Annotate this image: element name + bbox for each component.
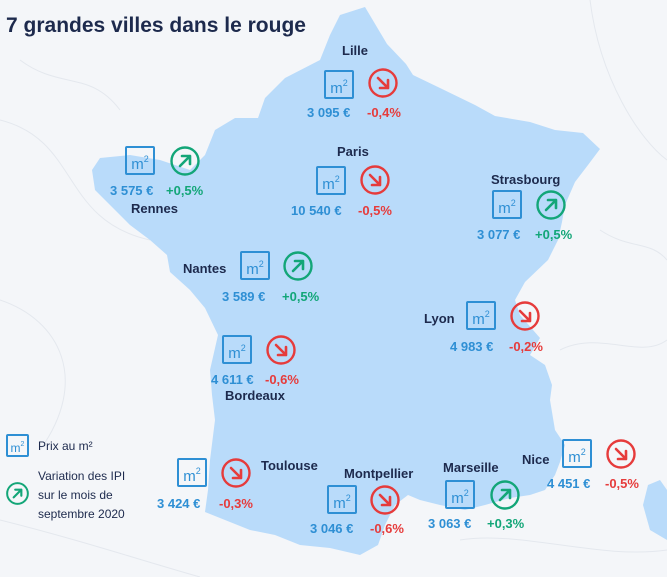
variation-lille: -0,4% xyxy=(367,105,401,120)
city-name-toulouse: Toulouse xyxy=(261,458,318,473)
legend-variation-label: Variation des IPI sur le mois de septemb… xyxy=(38,469,126,521)
arrow-down-right-icon xyxy=(368,68,398,98)
city-name-lille: Lille xyxy=(342,43,369,58)
price-bordeaux: 4 611 € xyxy=(211,372,254,387)
variation-nice: -0,5% xyxy=(605,476,639,491)
variation-bordeaux: -0,6% xyxy=(265,372,299,387)
variation-marseille: +0,3% xyxy=(487,516,525,531)
m2-icon: m2 xyxy=(466,301,496,330)
city-name-montpellier: Montpellier xyxy=(344,466,414,481)
city-name-nantes: Nantes xyxy=(183,261,227,276)
legend-price-label: Prix au m² xyxy=(38,439,93,453)
price-nantes: 3 589 € xyxy=(222,289,266,304)
arrow-down-right-icon xyxy=(221,458,251,488)
variation-lyon: -0,2% xyxy=(509,339,543,354)
variation-strasbourg: +0,5% xyxy=(535,227,573,242)
city-name-rennes: Rennes xyxy=(131,201,178,216)
m2-icon: m2 xyxy=(222,335,252,364)
m2-icon: m2 xyxy=(324,70,354,99)
m2-icon: m2 xyxy=(562,439,592,468)
variation-toulouse: -0,3% xyxy=(219,496,253,511)
price-lyon: 4 983 € xyxy=(450,339,494,354)
price-montpellier: 3 046 € xyxy=(310,521,354,536)
variation-paris: -0,5% xyxy=(358,203,392,218)
city-name-strasbourg: Strasbourg xyxy=(491,172,561,187)
price-lille: 3 095 € xyxy=(307,105,351,120)
city-name-bordeaux: Bordeaux xyxy=(225,388,285,403)
france-shape xyxy=(92,7,600,555)
price-rennes: 3 575 € xyxy=(110,183,154,198)
variation-nantes: +0,5% xyxy=(282,289,320,304)
city-name-nice: Nice xyxy=(522,452,550,467)
arrow-up-right-icon xyxy=(283,251,313,281)
variation-montpellier: -0,6% xyxy=(370,521,404,536)
price-paris: 10 540 € xyxy=(291,203,342,218)
city-name-marseille: Marseille xyxy=(443,460,499,475)
arrow-down-right-icon xyxy=(606,439,636,469)
page-title: 7 grandes villes dans le rouge xyxy=(6,14,306,37)
m2-icon: m2 xyxy=(327,485,357,514)
arrow-up-right-icon xyxy=(170,146,200,176)
m2-icon: m2 xyxy=(492,190,522,219)
variation-rennes: +0,5% xyxy=(166,183,204,198)
price-strasbourg: 3 077 € xyxy=(477,227,521,242)
arrow-down-right-icon xyxy=(360,165,390,195)
m2-icon: m2 xyxy=(316,166,346,195)
price-toulouse: 3 424 € xyxy=(157,496,201,511)
arrow-down-right-icon xyxy=(266,335,296,365)
arrow-up-right-icon xyxy=(6,482,29,505)
arrow-up-right-icon xyxy=(536,190,566,220)
arrow-down-right-icon xyxy=(370,485,400,515)
m2-icon: m2 xyxy=(445,480,475,509)
price-nice: 4 451 € xyxy=(547,476,591,491)
price-marseille: 3 063 € xyxy=(428,516,472,531)
m2-icon: m2 xyxy=(240,251,270,280)
city-name-paris: Paris xyxy=(337,144,369,159)
m2-icon: m2 xyxy=(125,146,155,175)
m2-icon: m2 xyxy=(6,434,29,457)
city-name-lyon: Lyon xyxy=(424,311,455,326)
arrow-down-right-icon xyxy=(510,301,540,331)
m2-icon: m2 xyxy=(177,458,207,487)
corsica-shape xyxy=(643,480,667,540)
arrow-up-right-icon xyxy=(490,480,520,510)
